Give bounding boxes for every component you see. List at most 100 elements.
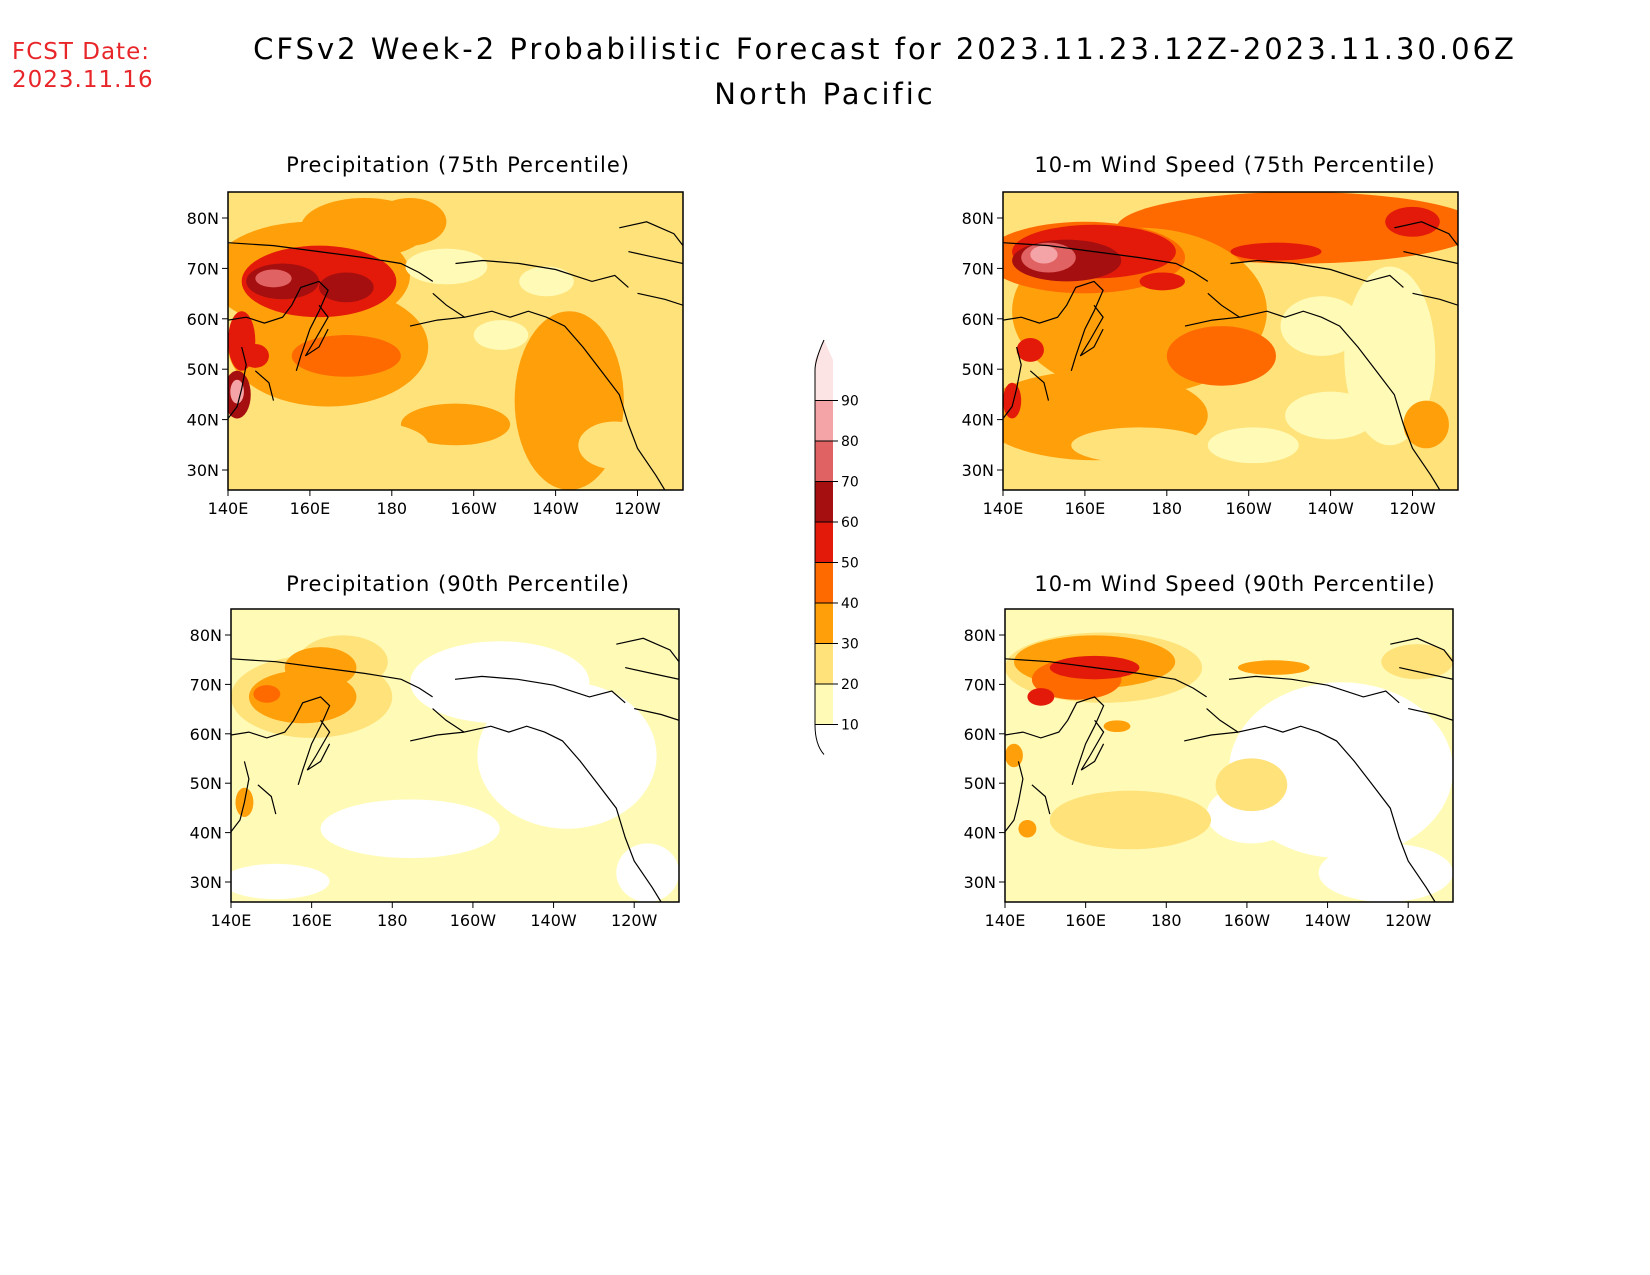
lon-label: 160E: [1065, 911, 1106, 930]
figure-title: CFSv2 Week-2 Probabilistic Forecast for …: [253, 32, 1517, 66]
colorbar-swatch: [815, 562, 833, 603]
coastline: [637, 292, 683, 306]
lat-label: 50N: [964, 774, 996, 793]
lon-label: 120W: [1389, 499, 1436, 518]
coastline: [1394, 221, 1458, 246]
colorbar-swatch: [815, 684, 833, 725]
coastline: [628, 251, 683, 265]
coastline: [1403, 251, 1458, 265]
coastline: [1184, 731, 1239, 742]
lat-label: 30N: [962, 461, 994, 480]
contour-region: [1280, 296, 1363, 356]
contour-region: [1016, 338, 1044, 362]
colorbar-swatch: [815, 400, 833, 441]
colorbar-outline: [814, 339, 825, 755]
lat-label: 70N: [962, 259, 994, 278]
forecast-date-label: FCST Date:: [12, 39, 150, 65]
coastline: [1408, 708, 1453, 721]
contour-region: [1403, 400, 1449, 449]
contour-fill: [1003, 192, 1458, 490]
lat-label: 30N: [964, 873, 996, 892]
lon-label: 120W: [611, 911, 658, 930]
colorbar-label: 50: [841, 556, 859, 572]
coastline: [455, 259, 629, 288]
colorbar-label: 20: [841, 677, 859, 693]
lat-label: 40N: [964, 824, 996, 843]
lon-label: 140E: [208, 499, 249, 518]
colorbar-bottom-tip: [815, 724, 833, 755]
map-panel-precip-75: 80N 70N 60N 50N 40N 30N 140E 160E 180 160W 140W 120…: [187, 191, 684, 518]
map-panel-wind-90: 80N 70N 60N 50N 40N 30N 140E 160E 180 160W 140W 120…: [964, 608, 1454, 930]
coastline: [1080, 719, 1105, 771]
lat-label: 70N: [190, 675, 222, 694]
coastline: [1003, 346, 1022, 419]
coastline: [306, 719, 331, 771]
lat-label: 80N: [187, 209, 219, 228]
lon-label: 140E: [211, 911, 252, 930]
colorbar-swatch: [815, 481, 833, 522]
coastlines: [1005, 637, 1453, 902]
contour-region: [230, 379, 244, 404]
colorbar-label: 60: [841, 515, 859, 531]
map-panel-precip-90: 80N 70N 60N 50N 40N 30N 140E 160E 180 160W 140W 120…: [190, 608, 680, 930]
lat-label: 30N: [187, 461, 219, 480]
coastline: [1399, 667, 1453, 680]
contour-region: [1139, 272, 1185, 291]
contour-region: [1018, 819, 1037, 838]
coastline: [228, 242, 434, 282]
lon-label: 120W: [1385, 911, 1432, 930]
lon-label: 160W: [1226, 499, 1273, 518]
colorbar-swatch: [815, 522, 833, 563]
colorbar-label: 70: [841, 475, 859, 491]
contour-region: [1103, 720, 1131, 733]
coastline: [410, 731, 465, 742]
coastline: [1005, 658, 1207, 698]
contour-region: [253, 685, 281, 703]
colorbar-label: 40: [841, 596, 859, 612]
contour-region: [405, 248, 488, 285]
coastline: [1005, 696, 1105, 785]
lat-label: 70N: [187, 259, 219, 278]
contour-region: [473, 320, 529, 350]
coastline: [1005, 761, 1024, 833]
coastlines: [228, 221, 683, 490]
contour-region: [319, 272, 374, 303]
coastline: [634, 708, 679, 721]
lon-label: 160E: [1065, 499, 1106, 518]
contour-fill: [231, 609, 679, 902]
lon-label: 160W: [450, 911, 497, 930]
contour-region: [400, 403, 511, 446]
coastline: [1184, 316, 1240, 327]
coastline: [304, 304, 329, 357]
panel-title-wind-90: 10-m Wind Speed (90th Percentile): [1034, 572, 1436, 596]
lon-label: 140E: [985, 911, 1026, 930]
lon-label: 160E: [291, 911, 332, 930]
lat-label: 60N: [190, 725, 222, 744]
forecast-date-value: 2023.11.16: [12, 67, 154, 93]
lon-label: 140E: [983, 499, 1024, 518]
coastlines: [1003, 221, 1458, 490]
colorbar-label: 10: [841, 718, 859, 734]
contour-region: [241, 343, 269, 368]
coastlines: [231, 637, 679, 902]
coastline: [432, 292, 666, 490]
lon-label: 120W: [614, 499, 661, 518]
coastline: [231, 658, 433, 698]
coastline: [1003, 242, 1209, 282]
contour-region: [373, 197, 447, 246]
colorbar-swatch: [815, 360, 833, 401]
contour-region: [477, 682, 657, 829]
map-frame: [1004, 608, 1454, 903]
coastline: [1079, 304, 1104, 357]
coastline: [625, 667, 679, 680]
coastline: [1390, 637, 1453, 663]
contour-region: [1003, 382, 1022, 419]
lat-label: 50N: [962, 360, 994, 379]
lon-label: 180: [1151, 911, 1182, 930]
lat-label: 80N: [962, 209, 994, 228]
contour-region: [1318, 843, 1453, 902]
colorbar-top-tip: [815, 340, 833, 360]
contour-region: [1166, 326, 1276, 386]
contour-region: [255, 269, 292, 288]
colorbar-label: 80: [841, 434, 859, 450]
